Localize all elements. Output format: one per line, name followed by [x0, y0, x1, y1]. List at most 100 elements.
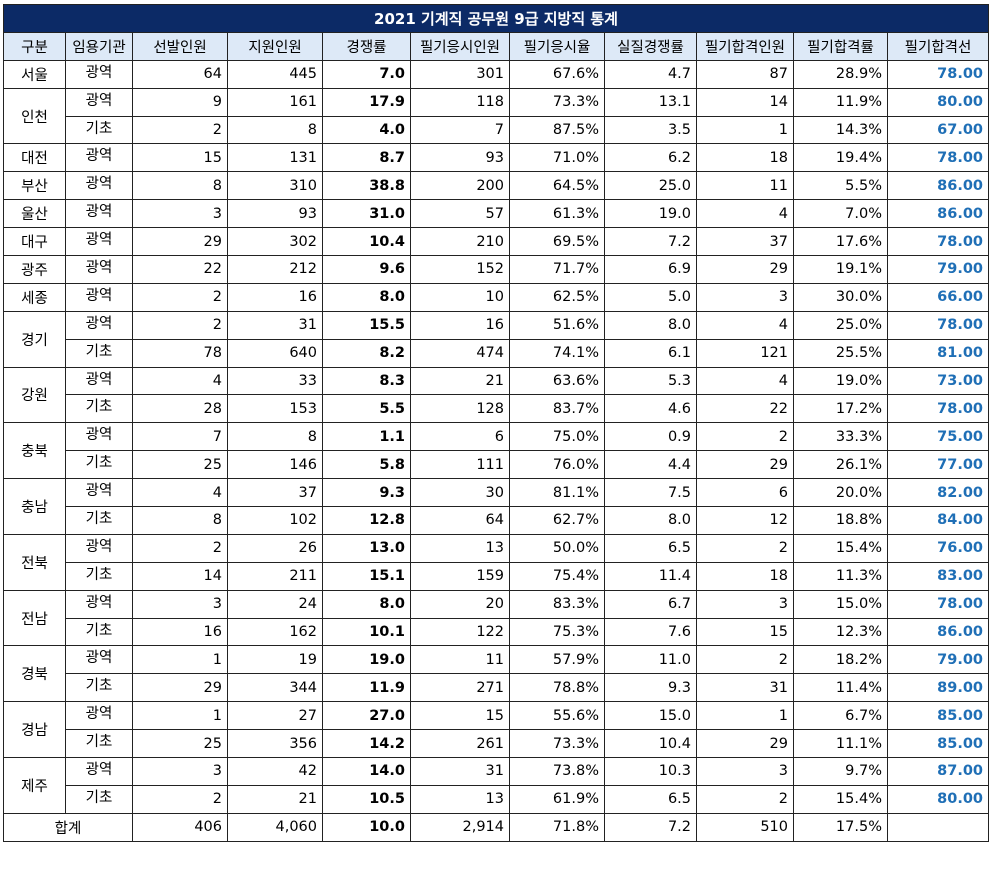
cutoff-score-cell: 78.00	[886, 59, 990, 89]
pass-rate-cell: 6.7%	[793, 701, 888, 731]
cutoff-score-cell: 87.00	[886, 757, 990, 786]
agency-cell: 광역	[65, 478, 133, 508]
selected-count-cell: 14	[132, 561, 228, 591]
real-competition-rate-cell: 6.5	[604, 533, 697, 563]
table-body: 서울 광역 64 445 7.0 301 67.6% 4.7 87 28.9% 78.00 인천 광역 9…	[3, 59, 990, 842]
applicant-count-cell: 310	[227, 171, 323, 201]
selected-count-cell: 25	[132, 729, 228, 759]
exam-rate-cell: 51.6%	[509, 310, 605, 340]
column-header: 지원인원	[227, 31, 323, 61]
region-cell: 광주	[3, 255, 66, 284]
real-competition-rate-cell: 25.0	[604, 171, 697, 201]
cutoff-score-cell: 78.00	[886, 143, 990, 173]
selected-count-cell: 1	[132, 701, 228, 731]
cutoff-score-cell: 81.00	[886, 338, 990, 368]
pass-rate-cell: 25.5%	[793, 338, 888, 368]
exam-rate-cell: 71.7%	[509, 255, 605, 284]
applicant-count-cell: 302	[227, 227, 323, 257]
exam-takers-cell: 301	[410, 59, 510, 89]
exam-takers-cell: 13	[410, 533, 510, 563]
applicant-count-cell: 93	[227, 199, 323, 229]
pass-rate-cell: 14.3%	[793, 115, 888, 145]
competition-rate-cell: 10.1	[322, 617, 411, 647]
table-row: 대구 광역 29 302 10.4 210 69.5% 7.2 37 17.6% 78.00	[3, 227, 990, 257]
selected-count-cell: 2	[132, 282, 228, 312]
competition-rate-cell: 13.0	[322, 533, 411, 563]
table-row: 충남 광역 4 37 9.3 30 81.1% 7.5 6 20.0% 82.00	[3, 478, 990, 535]
applicant-count-cell: 42	[227, 757, 323, 786]
real-competition-rate-cell: 11.0	[604, 645, 697, 675]
real-competition-rate-cell: 7.5	[604, 478, 697, 508]
applicant-count-cell: 146	[227, 450, 323, 480]
exam-rate-cell: 73.8%	[509, 757, 605, 786]
exam-rate-cell: 81.1%	[509, 478, 605, 508]
region-cell: 대전	[3, 143, 66, 173]
agency-cell: 광역	[65, 87, 133, 117]
selected-count-cell: 3	[132, 199, 228, 229]
cutoff-score-cell: 84.00	[886, 506, 990, 535]
agency-cell: 기초	[65, 394, 133, 424]
pass-rate-cell: 15.0%	[793, 589, 888, 619]
region-cell: 인천	[3, 87, 66, 145]
applicant-count-cell: 161	[227, 87, 323, 117]
applicant-count-cell: 21	[227, 784, 323, 814]
total-passed-count-cell: 510	[696, 812, 794, 842]
exam-rate-cell: 63.6%	[509, 366, 605, 396]
competition-rate-cell: 8.7	[322, 143, 411, 173]
real-competition-rate-cell: 7.6	[604, 617, 697, 647]
total-cutoff-score-cell	[886, 812, 990, 842]
agency-cell: 기초	[65, 673, 133, 703]
competition-rate-cell: 19.0	[322, 645, 411, 675]
region-cell: 강원	[3, 366, 66, 424]
passed-count-cell: 3	[696, 757, 794, 786]
real-competition-rate-cell: 11.4	[604, 561, 697, 591]
exam-takers-cell: 16	[410, 310, 510, 340]
cutoff-score-cell: 67.00	[886, 115, 990, 145]
agency-cell: 기초	[65, 784, 133, 814]
table-row: 제주 광역 3 42 14.0 31 73.8% 10.3 3 9.7% 87.00	[3, 757, 990, 814]
agency-cell: 광역	[65, 59, 133, 89]
competition-rate-cell: 9.3	[322, 478, 411, 508]
passed-count-cell: 2	[696, 784, 794, 814]
passed-count-cell: 18	[696, 561, 794, 591]
selected-count-cell: 7	[132, 422, 228, 452]
cutoff-score-cell: 85.00	[886, 729, 990, 759]
passed-count-cell: 4	[696, 366, 794, 396]
selected-count-cell: 64	[132, 59, 228, 89]
exam-rate-cell: 67.6%	[509, 59, 605, 89]
real-competition-rate-cell: 10.3	[604, 757, 697, 786]
exam-takers-cell: 210	[410, 227, 510, 257]
exam-takers-cell: 159	[410, 561, 510, 591]
agency-cell: 광역	[65, 701, 133, 731]
cutoff-score-cell: 78.00	[886, 310, 990, 340]
passed-count-cell: 2	[696, 645, 794, 675]
region-cell: 경남	[3, 701, 66, 759]
pass-rate-cell: 15.4%	[793, 533, 888, 563]
competition-rate-cell: 8.0	[322, 589, 411, 619]
pass-rate-cell: 5.5%	[793, 171, 888, 201]
pass-rate-cell: 30.0%	[793, 282, 888, 312]
total-applicant-count-cell: 4,060	[227, 812, 323, 842]
passed-count-cell: 87	[696, 59, 794, 89]
total-label: 합계	[3, 812, 133, 842]
passed-count-cell: 4	[696, 310, 794, 340]
column-header: 실질경쟁률	[604, 31, 697, 61]
selected-count-cell: 1	[132, 645, 228, 675]
applicant-count-cell: 26	[227, 533, 323, 563]
applicant-count-cell: 445	[227, 59, 323, 89]
competition-rate-cell: 15.1	[322, 561, 411, 591]
table-row: 기초 2 8 4.0 7 87.5% 3.5 1 14.3% 67.00	[4, 115, 990, 145]
selected-count-cell: 25	[132, 450, 228, 480]
table-row: 기초 78 640 8.2 474 74.1% 6.1 121 25.5% 81.00	[4, 338, 990, 368]
exam-takers-cell: 271	[410, 673, 510, 703]
applicant-count-cell: 153	[227, 394, 323, 424]
applicant-count-cell: 24	[227, 589, 323, 619]
cutoff-score-cell: 75.00	[886, 422, 990, 452]
region-cell: 충남	[3, 478, 66, 535]
passed-count-cell: 14	[696, 87, 794, 117]
selected-count-cell: 8	[132, 506, 228, 535]
passed-count-cell: 29	[696, 729, 794, 759]
real-competition-rate-cell: 6.2	[604, 143, 697, 173]
agency-cell: 광역	[65, 310, 133, 340]
cutoff-score-cell: 80.00	[886, 784, 990, 814]
